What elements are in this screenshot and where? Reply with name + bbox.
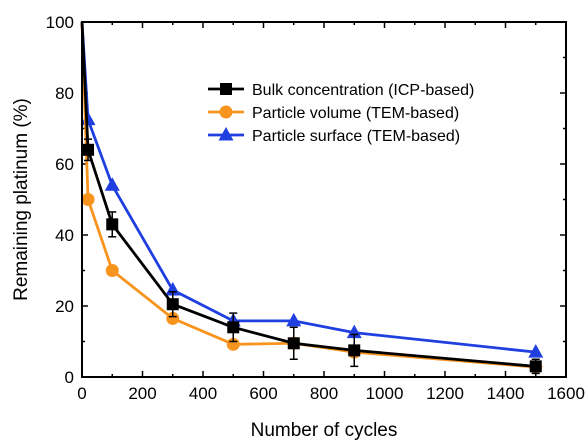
legend-marker	[218, 127, 234, 141]
data-point	[106, 218, 119, 231]
legend-entry: Particle volume (TEM-based)	[208, 105, 459, 122]
y-tick-label: 20	[55, 297, 74, 316]
x-tick-label: 600	[249, 384, 277, 403]
data-point	[348, 344, 361, 357]
legend: Bulk concentration (ICP-based) Particle v…	[208, 82, 474, 145]
series-triangle	[80, 21, 544, 358]
data-point	[287, 337, 300, 350]
ticks-layer: 0 200 400 600 800 1000 1200 1400 1600 0 20 40 60 80 10…	[46, 13, 585, 403]
x-tick-label: 1400	[487, 384, 525, 403]
series-line	[80, 21, 536, 354]
data-point	[82, 143, 95, 156]
series-layer	[80, 21, 544, 375]
plot-frame	[81, 21, 567, 378]
legend-entry: Bulk concentration (ICP-based)	[208, 82, 474, 99]
x-tick-label: 400	[189, 384, 217, 403]
legend-entry: Particle surface (TEM-based)	[208, 127, 460, 145]
x-tick-label: 1000	[366, 384, 404, 403]
x-tick-label: 1600	[547, 384, 585, 403]
x-tick-label: 1200	[426, 384, 464, 403]
series-line	[80, 21, 536, 369]
y-tick-label: 100	[46, 13, 74, 32]
data-point	[166, 311, 180, 325]
data-point	[528, 344, 544, 358]
y-tick-label: 80	[55, 84, 74, 103]
data-point	[529, 360, 542, 373]
legend-marker	[220, 83, 232, 95]
data-point	[166, 298, 179, 311]
data-point	[286, 312, 302, 327]
y-axis-title: Remaining platinum (%)	[11, 98, 32, 301]
x-tick-label: 200	[128, 384, 156, 403]
y-tick-label: 40	[55, 226, 74, 245]
x-tick-label: 0	[77, 384, 86, 403]
legend-marker	[219, 105, 233, 119]
y-tick-label: 0	[65, 368, 74, 387]
data-point	[227, 321, 240, 334]
series-line	[80, 21, 536, 368]
data-point	[81, 193, 95, 206]
series-square	[80, 21, 542, 375]
y-tick-label: 60	[55, 155, 74, 174]
legend-label: Particle volume (TEM-based)	[252, 105, 459, 122]
x-axis-title: Number of cycles	[251, 420, 398, 441]
x-tick-label: 800	[310, 384, 338, 403]
legend-label: Bulk concentration (ICP-based)	[252, 82, 474, 99]
series-circle	[80, 21, 543, 374]
legend-label: Particle surface (TEM-based)	[252, 128, 460, 145]
data-point	[104, 177, 120, 191]
data-point	[105, 264, 119, 277]
